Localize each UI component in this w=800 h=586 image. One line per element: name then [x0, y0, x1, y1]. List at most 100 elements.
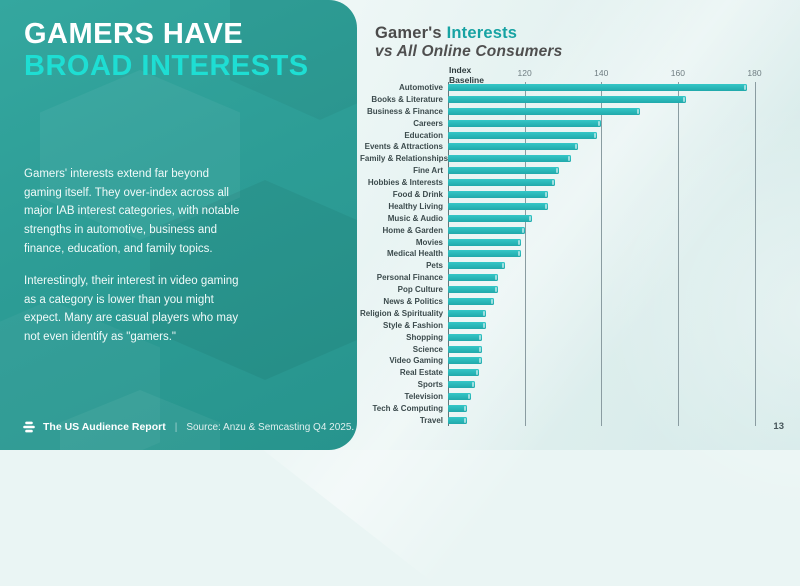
axis-header: Index Baseline: [449, 65, 484, 85]
category-label: Healthy Living: [388, 201, 443, 211]
bar: [448, 309, 487, 317]
gridline: [524, 82, 526, 426]
bar: [448, 84, 747, 91]
bar-end-cap: [743, 85, 746, 90]
category-label: Education: [404, 130, 443, 140]
bar-end-cap: [494, 287, 497, 293]
bar-track: [448, 357, 789, 365]
bar: [448, 179, 556, 187]
bar-row: Business & Finance: [360, 106, 789, 117]
bar-track: [448, 191, 789, 199]
category-label: Science: [412, 344, 443, 354]
bar-row: Shopping: [360, 332, 789, 343]
bar: [448, 286, 498, 294]
bar-track: [448, 155, 789, 163]
category-label: Hobbies & Interests: [367, 178, 443, 188]
bar-end-cap: [483, 322, 486, 328]
category-label: Books & Literature: [371, 94, 443, 104]
bar-row: Movies: [360, 237, 789, 248]
bar-row: Books & Literature: [360, 94, 789, 105]
report-name: The US Audience Report: [43, 421, 166, 433]
body-paragraph-2: Interestingly, their interest in video g…: [24, 275, 239, 343]
bar-row: Style & Fashion: [360, 320, 789, 331]
bar-end-cap: [544, 203, 547, 209]
bar-track: [448, 167, 789, 175]
category-label: Fine Art: [413, 166, 443, 176]
bar-end-cap: [517, 251, 520, 257]
bar-end-cap: [490, 299, 493, 305]
category-label: Events & Attractions: [364, 142, 443, 152]
bar-end-cap: [517, 239, 520, 245]
bar-end-cap: [479, 346, 482, 352]
bar-end-cap: [479, 358, 482, 364]
bar-end-cap: [567, 156, 570, 162]
chart-subtitle: vs All Online Consumers: [375, 43, 563, 60]
bar: [448, 119, 602, 127]
bar: [448, 298, 494, 306]
bar-end-cap: [636, 108, 639, 114]
bar-end-cap: [594, 132, 597, 138]
category-label: Personal Finance: [376, 273, 443, 283]
bar-track: [448, 321, 789, 329]
category-label: Family & Relationships: [360, 154, 449, 164]
chart-title-plain: Gamer's: [375, 24, 442, 42]
bar: [448, 191, 548, 199]
bar-end-cap: [529, 215, 532, 221]
gridline: [677, 82, 679, 426]
bar: [448, 321, 487, 329]
bar: [448, 95, 686, 103]
bar: [448, 167, 560, 175]
anzu-logo-icon: [22, 420, 36, 434]
bar-row: Travel: [360, 415, 789, 426]
footer: The US Audience Report | Source: Anzu & …: [22, 420, 354, 434]
category-label: Pets: [426, 261, 443, 271]
bar-end-cap: [464, 406, 467, 412]
bar: [448, 345, 483, 353]
bar-end-cap: [598, 120, 601, 126]
category-label: Food & Drink: [392, 190, 443, 200]
bar-end-cap: [471, 382, 474, 388]
slide-body-text: Gamers' interests extend far beyond gami…: [24, 165, 242, 361]
bar-track: [448, 393, 789, 401]
tick-label: 160: [670, 68, 685, 78]
category-label: Style & Fashion: [382, 320, 443, 330]
bar-row: Food & Drink: [360, 189, 789, 200]
bar: [448, 214, 533, 222]
source-text: Source: Anzu & Semcasting Q4 2025.: [186, 421, 355, 433]
category-label: News & Politics: [383, 297, 443, 307]
left-panel: GAMERS HAVE BROAD INTERESTS Gamers' inte…: [0, 0, 357, 450]
footer-separator: |: [174, 421, 178, 433]
bar-track: [448, 298, 789, 306]
bar-end-cap: [467, 394, 470, 400]
bar-track: [448, 309, 789, 317]
bar-end-cap: [479, 334, 482, 340]
category-label: Business & Finance: [366, 106, 443, 116]
bar-rows: Automotive Books & Literature Business & F…: [360, 82, 789, 426]
category-label: Pop Culture: [397, 285, 443, 295]
bar-row: Music & Audio: [360, 213, 789, 224]
bar-row: Family & Relationships: [360, 153, 789, 164]
category-label: Medical Health: [386, 249, 443, 259]
category-label: Religion & Spirituality: [360, 308, 444, 318]
bar-end-cap: [494, 275, 497, 281]
bar-end-cap: [575, 144, 578, 150]
bar: [448, 405, 468, 413]
bar-row: Sports: [360, 379, 789, 390]
bar-end-cap: [475, 370, 478, 376]
bar-track: [448, 369, 789, 377]
bar: [448, 238, 521, 246]
slide-title: GAMERS HAVE BROAD INTERESTS: [24, 18, 309, 83]
category-label: Travel: [419, 415, 443, 425]
body-paragraph-1: Gamers' interests extend far beyond gami…: [24, 168, 240, 255]
bar-row: Real Estate: [360, 367, 789, 378]
category-label: Tech & Computing: [372, 404, 443, 414]
bar-row: Home & Garden: [360, 225, 789, 236]
category-label: Movies: [415, 237, 443, 247]
bar-end-cap: [552, 180, 555, 186]
category-label: Shopping: [406, 332, 443, 342]
bar: [448, 416, 468, 424]
bar-row: Tech & Computing: [360, 403, 789, 414]
category-label: Careers: [413, 118, 443, 128]
page-number: 13: [773, 421, 784, 432]
tick-label: 140: [594, 68, 609, 78]
